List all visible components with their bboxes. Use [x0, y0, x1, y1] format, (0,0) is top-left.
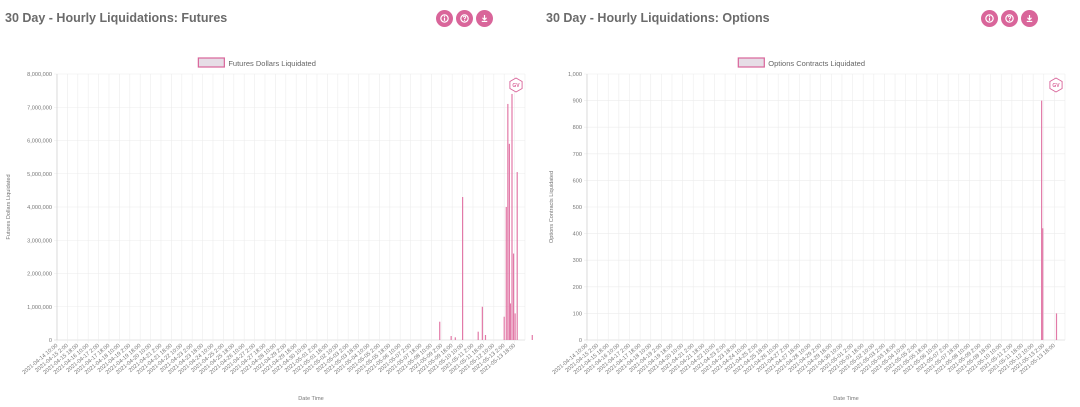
options-chart-panel: 30 Day - Hourly Liquidations: Options Op… [540, 0, 1080, 407]
data-bar [462, 197, 464, 340]
y-tick-label: 800 [573, 125, 582, 131]
y-tick-label: 300 [573, 258, 582, 264]
data-bar [477, 331, 479, 340]
download-button[interactable] [1021, 10, 1038, 27]
data-bar [484, 335, 487, 340]
data-bar [514, 313, 516, 340]
y-tick-label: 2,000,000 [27, 272, 52, 278]
legend-swatch [197, 57, 225, 68]
watermark-hexagon [1049, 77, 1063, 93]
y-tick-label: 8,000,000 [27, 72, 52, 78]
download-icon [481, 15, 488, 23]
info-icon [985, 14, 994, 23]
legend: Futures Dollars Liquidated [197, 57, 316, 68]
legend-swatch [737, 57, 765, 68]
data-bar [508, 143, 510, 340]
futures-chart-title: 30 Day - Hourly Liquidations: Futures [5, 11, 228, 25]
y-tick-label: 0 [579, 338, 582, 344]
y-axis-label: Options Contracts Liquidated [549, 171, 555, 243]
watermark-hexagon [509, 77, 523, 93]
y-tick-label: 1,000,000 [27, 305, 52, 311]
data-bar [509, 303, 512, 340]
y-axis-label: Futures Dollars Liquidated [6, 174, 12, 239]
info-button[interactable] [981, 10, 998, 27]
data-bar [454, 337, 456, 340]
data-bar [512, 253, 515, 340]
y-tick-label: 900 [573, 99, 582, 105]
y-tick-label: 700 [573, 152, 582, 158]
y-tick-label: 500 [573, 205, 582, 211]
data-bar [1041, 100, 1043, 340]
data-bar [1055, 313, 1058, 340]
y-tick-label: 0 [49, 338, 52, 344]
options-chart-title: 30 Day - Hourly Liquidations: Options [546, 11, 770, 25]
y-tick-label: 7,000,000 [27, 105, 52, 111]
legend: Options Contracts Liquidated [737, 57, 865, 68]
y-tick-label: 1,000 [568, 72, 582, 78]
help-button[interactable] [456, 10, 473, 27]
legend-label: Options Contracts Liquidated [768, 59, 865, 68]
futures-chart: Futures Dollars Liquidated 0 1,000,000 2,00… [6, 57, 533, 402]
data-bar [516, 172, 518, 340]
help-button[interactable] [1001, 10, 1018, 27]
y-tick-label: 5,000,000 [27, 172, 52, 178]
data-bar [481, 306, 483, 340]
x-axis-label: Date Time [298, 396, 324, 402]
y-tick-label: 100 [573, 311, 582, 317]
y-tick-label: 600 [573, 178, 582, 184]
info-button[interactable] [436, 10, 453, 27]
download-icon [1026, 15, 1033, 23]
y-tick-label: 3,000,000 [27, 238, 52, 244]
data-bar [511, 93, 513, 340]
futures-chart-actions [436, 10, 493, 27]
y-tick-label: 6,000,000 [27, 139, 52, 145]
info-icon [440, 14, 449, 23]
data-bar [503, 316, 505, 340]
watermark-text: GV [1052, 83, 1060, 89]
download-button[interactable] [476, 10, 493, 27]
help-icon [460, 14, 469, 23]
help-icon [1005, 14, 1014, 23]
data-bar [450, 336, 452, 340]
legend-label: Futures Dollars Liquidated [228, 59, 316, 68]
data-bar [507, 103, 509, 340]
watermark-icon: GV [1049, 77, 1063, 93]
watermark-text: GV [512, 83, 520, 89]
data-bar [505, 207, 507, 340]
y-tick-label: 400 [573, 232, 582, 238]
data-bar [439, 321, 441, 340]
y-tick-label: 200 [573, 285, 582, 291]
data-bar [531, 335, 533, 340]
watermark-icon: GV [509, 77, 523, 93]
options-chart: Options Contracts Liquidated 0 100 200 300 40… [549, 57, 1066, 402]
data-bar [1042, 228, 1044, 340]
x-axis-label: Date Time [833, 396, 859, 402]
futures-chart-panel: 30 Day - Hourly Liquidations: Futures Fu… [5, 10, 533, 402]
y-tick-label: 4,000,000 [27, 205, 52, 211]
options-chart-actions [981, 10, 1038, 27]
